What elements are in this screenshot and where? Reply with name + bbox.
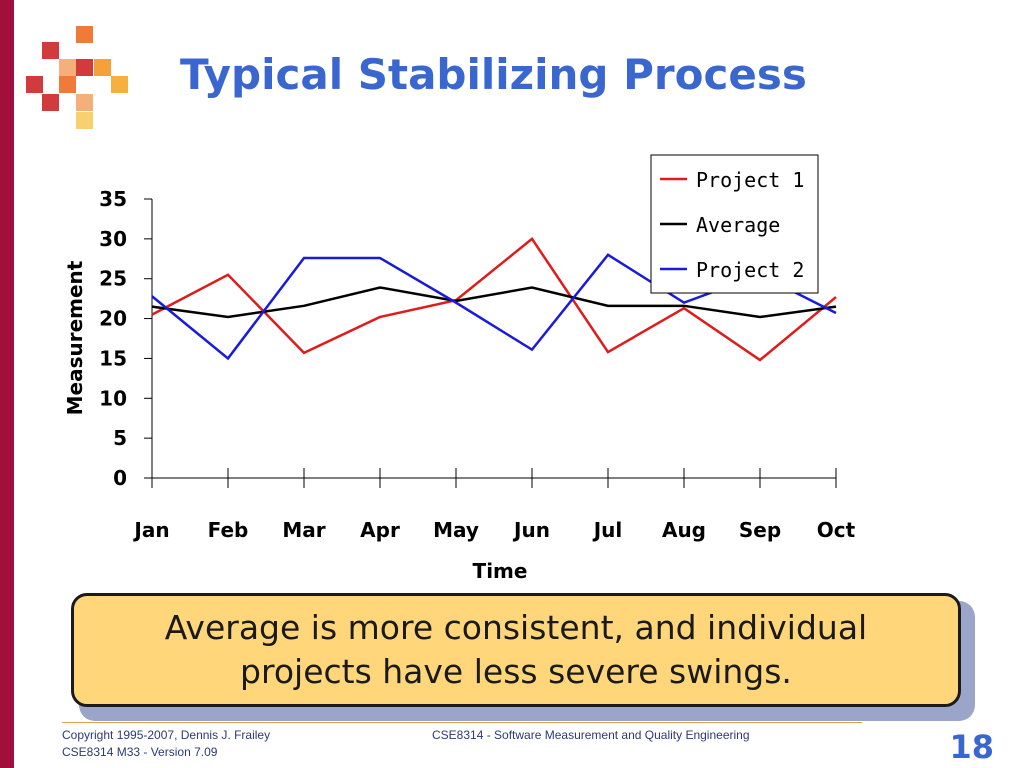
x-tick-label: Jul — [592, 518, 623, 542]
callout-box: Average is more consistent, and individu… — [71, 593, 961, 707]
y-tick-label: 5 — [113, 426, 127, 450]
legend-label: Project 2 — [696, 258, 804, 282]
footer-copyright: Copyright 1995-2007, Dennis J. Frailey — [62, 728, 271, 742]
y-tick-label: 30 — [99, 227, 127, 251]
series-line-1 — [151, 237, 837, 362]
series-line-2 — [151, 286, 837, 319]
x-tick-label: Apr — [360, 518, 400, 542]
x-tick-label: Mar — [282, 518, 325, 542]
x-tick-label: Jan — [132, 518, 169, 542]
y-tick-label: 15 — [99, 346, 127, 370]
x-tick-label: Aug — [662, 518, 706, 542]
slide-title: Typical Stabilizing Process — [180, 50, 807, 99]
y-tick-label: 25 — [99, 267, 127, 291]
y-axis-title: Measurement — [63, 260, 87, 415]
left-accent-bar — [0, 0, 14, 768]
x-tick-label: Oct — [817, 518, 856, 542]
legend-label: Average — [696, 213, 780, 237]
legend-label: Project 1 — [696, 168, 804, 192]
y-tick-label: 35 — [99, 187, 127, 211]
footer-version: CSE8314 M33 - Version 7.09 — [62, 745, 218, 759]
x-axis-title: Time — [473, 559, 528, 583]
y-tick-label: 20 — [99, 307, 127, 331]
logo-squares — [24, 24, 134, 134]
x-tick-label: Feb — [208, 518, 249, 542]
footer-course: CSE8314 - Software Measurement and Quali… — [432, 728, 750, 742]
footer-divider — [62, 722, 862, 723]
page-number: 18 — [949, 728, 994, 766]
y-tick-label: 10 — [99, 386, 127, 410]
x-tick-label: May — [433, 518, 479, 542]
x-tick-label: Jun — [512, 518, 550, 542]
x-tick-label: Sep — [739, 518, 781, 542]
line-chart: 0 5 10 15 20 25 30 35 Jan Feb Mar Apr May Jun Jul Aug Se… — [63, 154, 856, 583]
y-tick-label: 0 — [113, 466, 127, 490]
